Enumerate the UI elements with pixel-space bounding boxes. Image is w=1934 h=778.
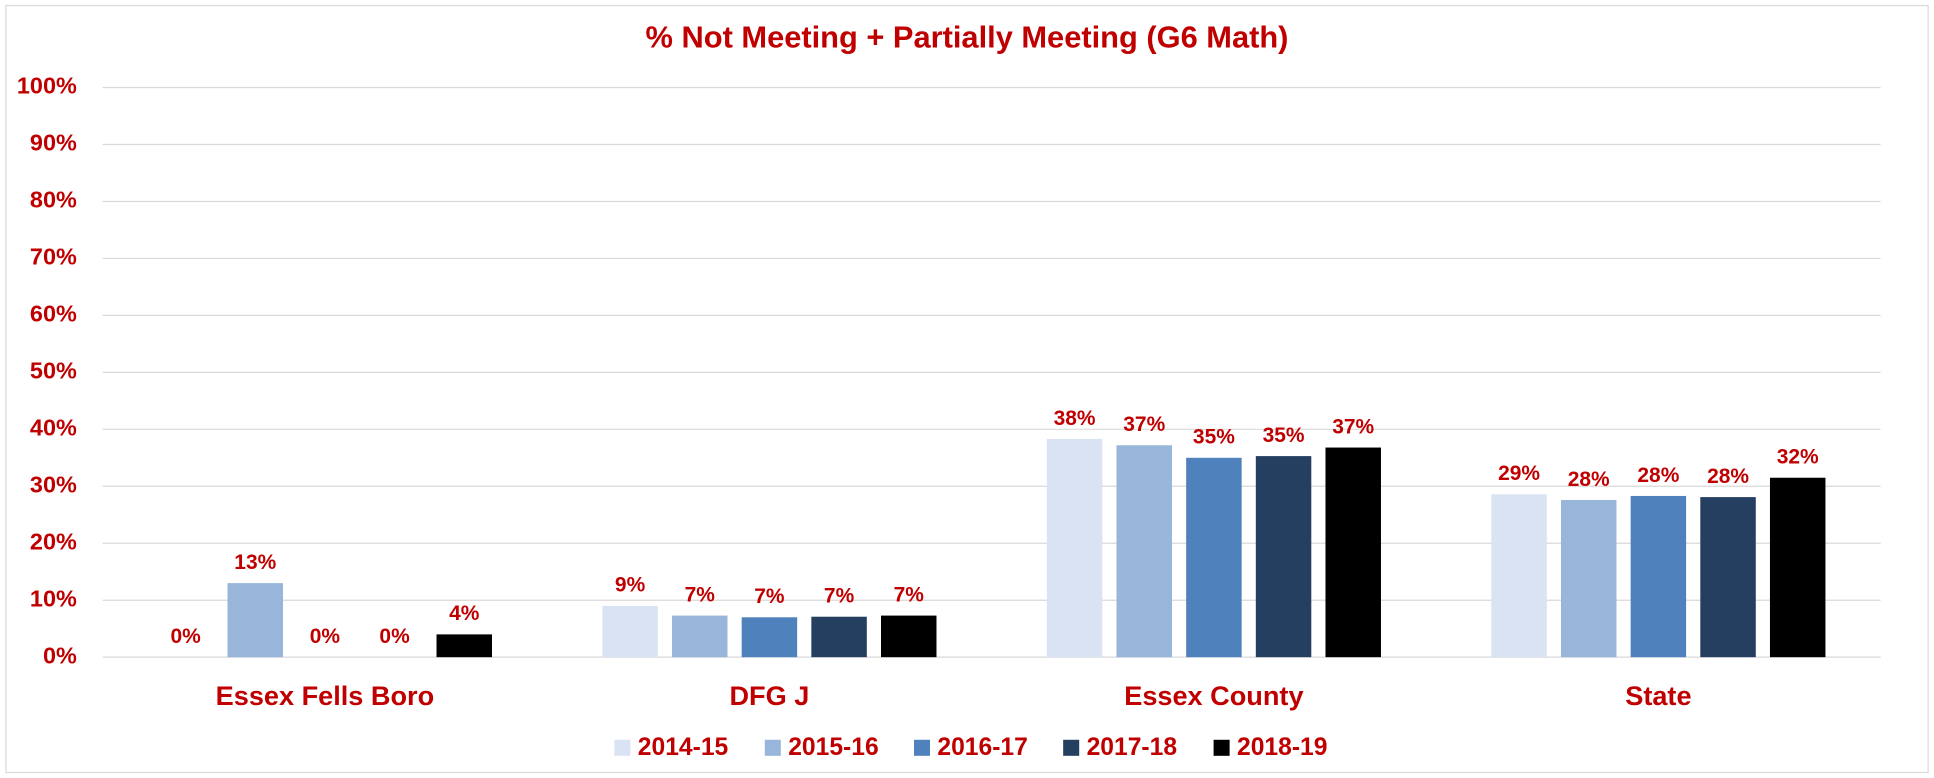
- legend-label: 2016-17: [937, 734, 1027, 761]
- data-label: 37%: [1123, 413, 1165, 436]
- bar: [1560, 499, 1617, 658]
- y-tick-label: 30%: [30, 471, 77, 497]
- y-tick-label: 50%: [30, 358, 77, 384]
- legend-label: 2014-15: [638, 734, 729, 761]
- y-tick-label: 40%: [30, 415, 77, 441]
- data-label: 28%: [1637, 464, 1679, 487]
- bar: [881, 615, 937, 658]
- y-tick-label: 20%: [30, 528, 77, 554]
- y-tick-label: 10%: [30, 585, 77, 611]
- bar: [1491, 494, 1547, 658]
- legend-swatch: [1063, 739, 1080, 756]
- y-tick-label: 100%: [17, 73, 77, 99]
- x-tick-label: Essex Fells Boro: [216, 680, 434, 711]
- data-label: 9%: [615, 574, 646, 597]
- bar: [1186, 457, 1242, 658]
- data-label: 35%: [1263, 424, 1305, 447]
- legend-swatch: [1213, 739, 1230, 756]
- x-tick-label: Essex County: [1124, 680, 1303, 711]
- x-tick-label: State: [1625, 680, 1691, 711]
- bar: [1116, 445, 1172, 658]
- data-label: 13%: [234, 551, 276, 574]
- data-label: 37%: [1332, 415, 1374, 438]
- data-label: 38%: [1054, 407, 1096, 430]
- bar: [741, 617, 798, 658]
- bar: [436, 634, 493, 658]
- bar: [672, 615, 728, 658]
- legend-swatch: [614, 739, 631, 756]
- legend-label: 2015-16: [788, 734, 878, 761]
- data-label: 4%: [449, 602, 480, 625]
- data-label: 7%: [754, 585, 785, 608]
- legend-label: 2017-18: [1087, 734, 1177, 761]
- chart-title: % Not Meeting + Partially Meeting (G6 Ma…: [646, 20, 1289, 55]
- bar: [1255, 456, 1312, 658]
- data-label: 28%: [1707, 465, 1749, 488]
- x-tick-label: DFG J: [729, 680, 809, 711]
- data-label: 0%: [170, 625, 201, 648]
- data-label: 7%: [824, 585, 855, 608]
- legend-swatch: [764, 739, 781, 756]
- bar: [227, 583, 284, 658]
- y-tick-label: 70%: [30, 244, 77, 270]
- data-label: 7%: [685, 583, 716, 606]
- bar: [1630, 495, 1687, 658]
- bar: [1769, 477, 1826, 658]
- bar: [1325, 447, 1381, 658]
- bar: [811, 616, 867, 658]
- data-label: 32%: [1777, 446, 1819, 469]
- legend-swatch: [913, 739, 931, 756]
- y-tick-label: 80%: [30, 187, 77, 213]
- data-label: 29%: [1498, 462, 1540, 485]
- y-tick-label: 90%: [30, 130, 77, 156]
- data-label: 28%: [1568, 468, 1610, 491]
- data-label: 7%: [894, 583, 925, 606]
- bar: [602, 605, 658, 658]
- bar: [1700, 497, 1756, 658]
- data-label: 0%: [310, 625, 341, 648]
- data-label: 0%: [379, 625, 410, 648]
- bar: [1046, 439, 1103, 658]
- y-tick-label: 60%: [30, 301, 77, 327]
- data-label: 35%: [1193, 426, 1235, 449]
- y-tick-label: 0%: [43, 642, 77, 668]
- legend-label: 2018-19: [1237, 734, 1327, 761]
